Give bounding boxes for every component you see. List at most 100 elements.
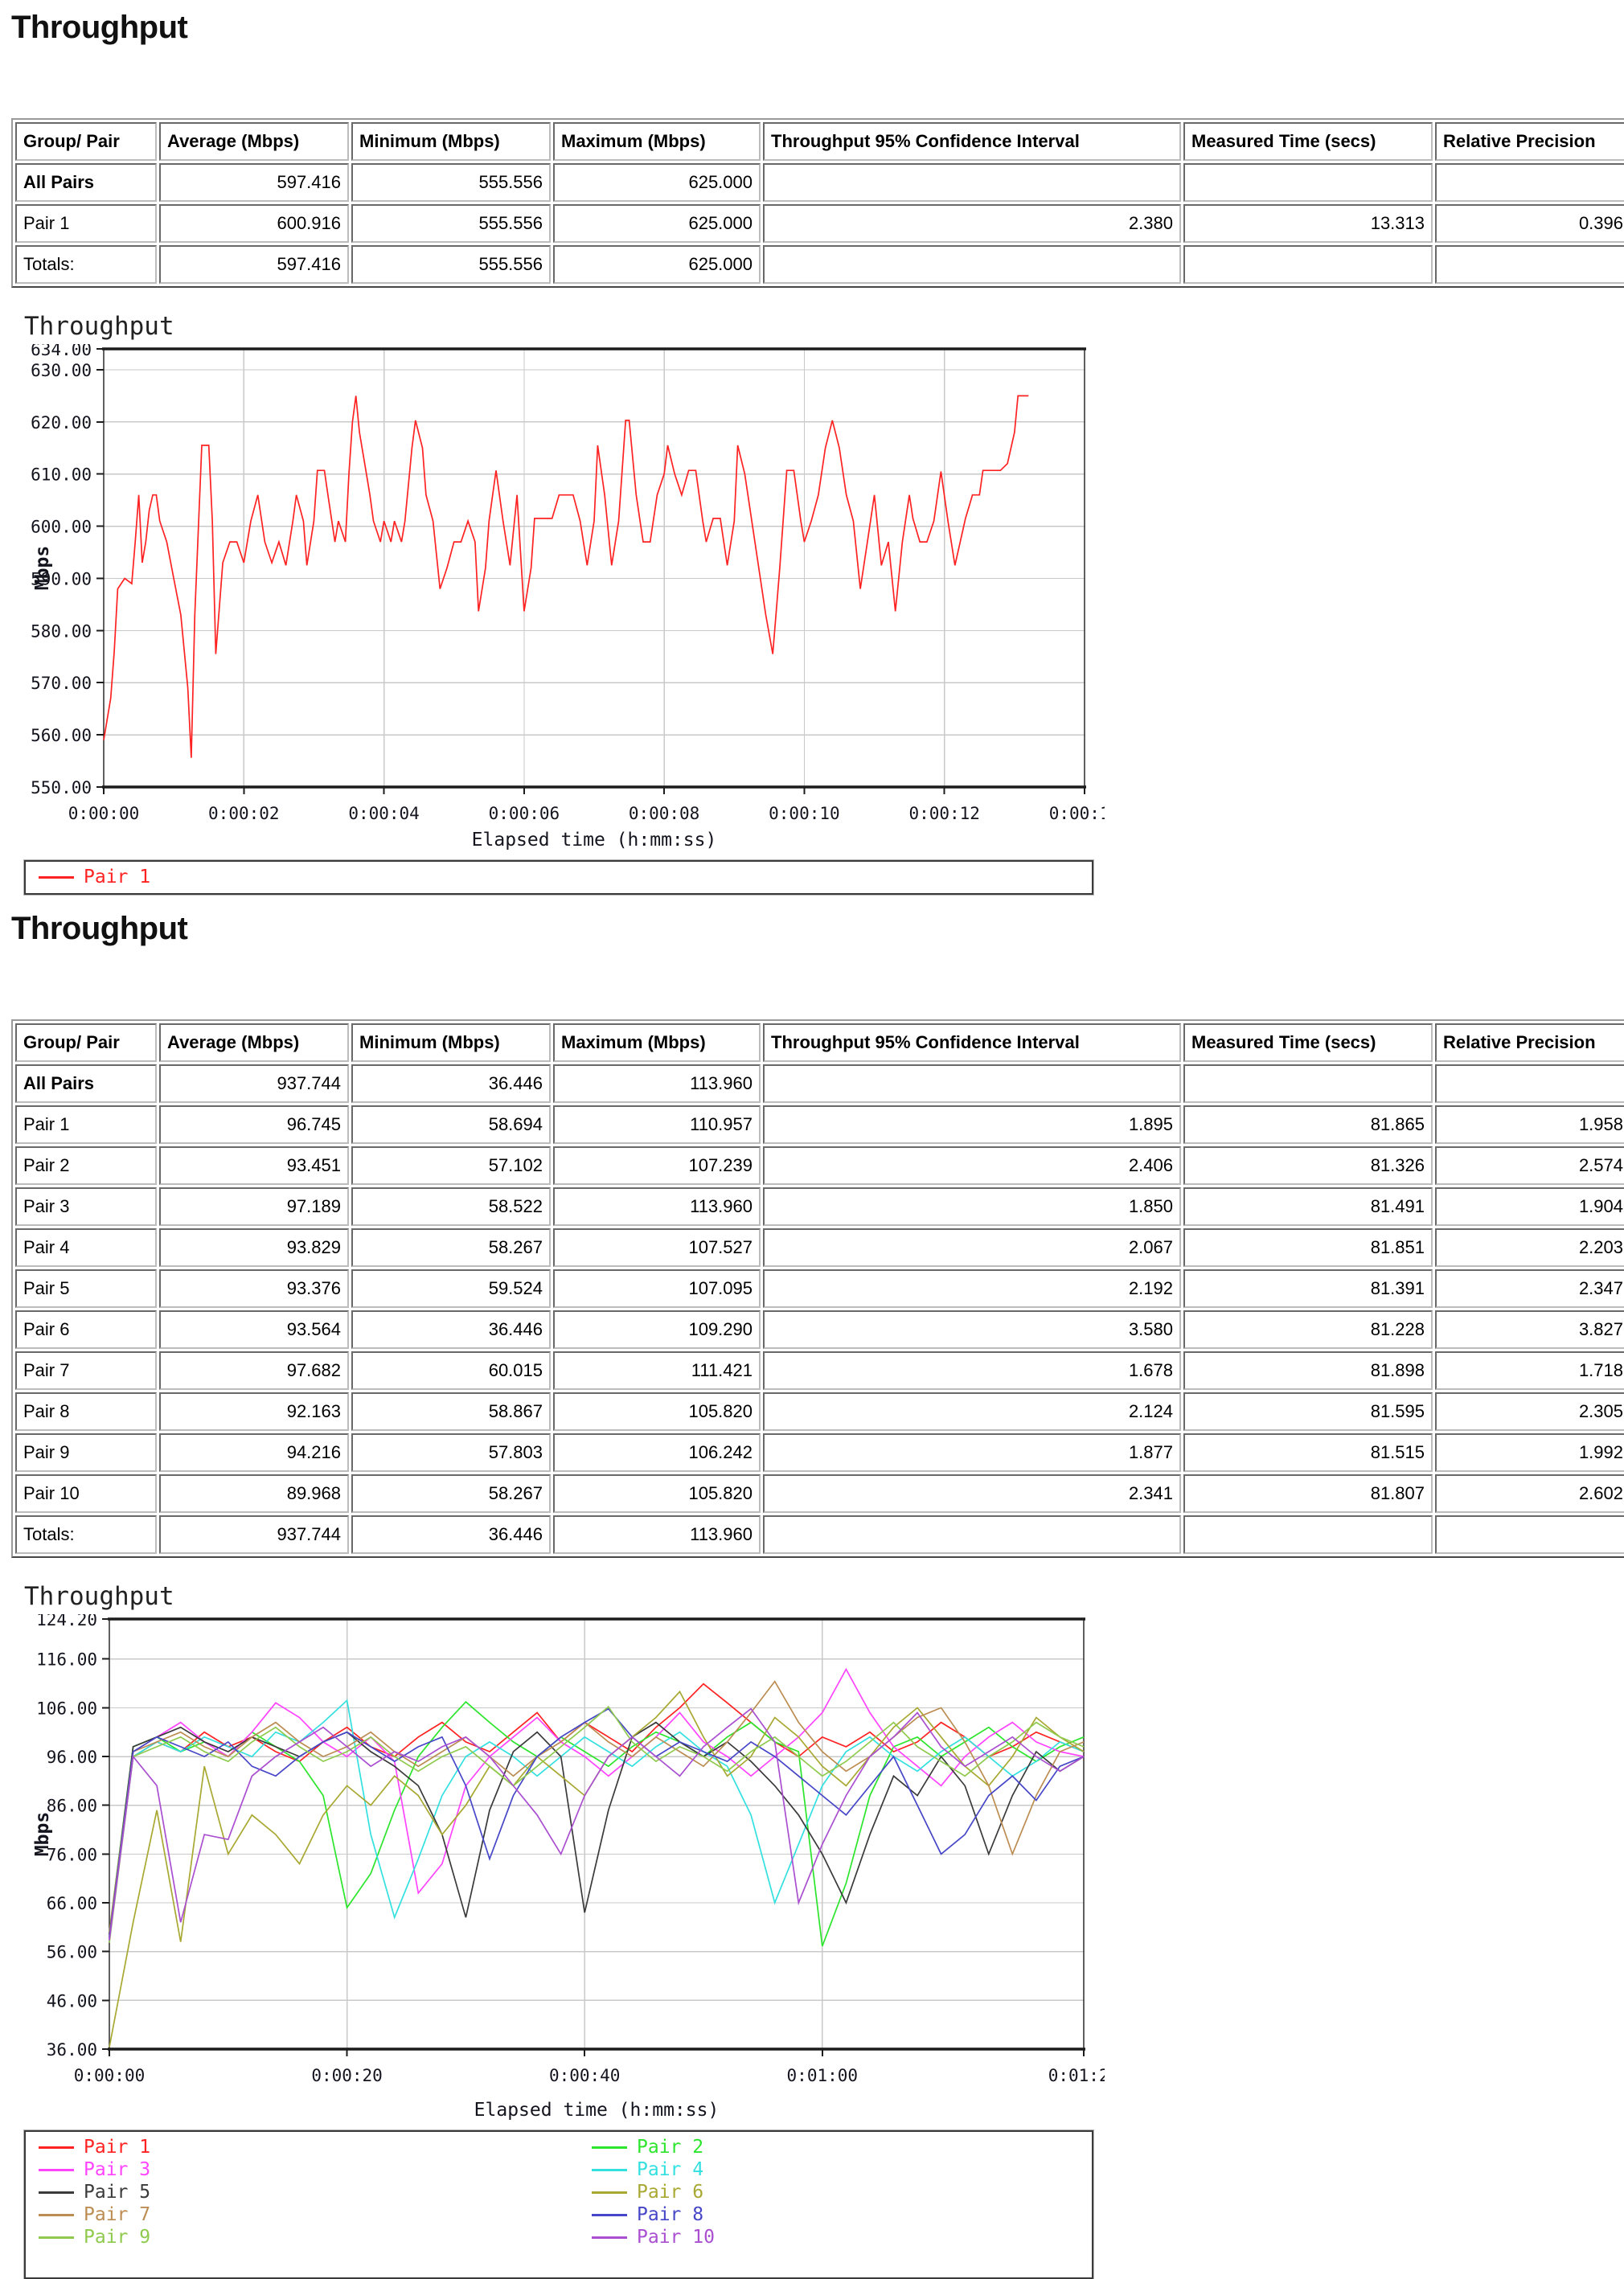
legend-label: Pair 2 (637, 2137, 704, 2158)
svg-text:550.00: 550.00 (31, 778, 92, 797)
legend-line-sample (592, 2168, 627, 2171)
legend-item-pair-7: Pair 7 (39, 2203, 592, 2226)
legend-item-pair-2: Pair 2 (592, 2136, 1092, 2158)
svg-text:600.00: 600.00 (31, 518, 92, 537)
row-label: Pair 9 (15, 1433, 157, 1472)
chart-legend-2: Pair 1 Pair 2 Pair 3 Pair 4 Pair 5 Pair 6 Pair… (23, 2129, 1094, 2279)
svg-text:76.00: 76.00 (47, 1845, 97, 1864)
legend-line-sample (592, 2191, 627, 2194)
cell-value: 107.239 (553, 1146, 761, 1185)
cell-value: 3.580 (763, 1310, 1181, 1349)
cell-value: 600.916 (159, 204, 349, 243)
legend-line-sample (39, 2236, 74, 2239)
cell-value: 1.895 (763, 1105, 1181, 1144)
cell-value (763, 163, 1181, 202)
table-row: Pair 1 600.916 555.556 625.000 2.380 13.313 0.… (15, 204, 1624, 243)
cell-value: 1.718 (1435, 1351, 1624, 1390)
cell-value: 105.820 (553, 1392, 761, 1431)
cell-value: 58.694 (351, 1105, 551, 1144)
row-label: Totals: (15, 1515, 157, 1554)
cell-value (1183, 163, 1433, 202)
cell-value: 57.803 (351, 1433, 551, 1472)
cell-value: 92.163 (159, 1392, 349, 1431)
column-header: Minimum (Mbps) (351, 122, 551, 161)
column-header: Measured Time (secs) (1183, 122, 1433, 161)
legend-item-pair-9: Pair 9 (39, 2226, 592, 2248)
cell-value: 58.522 (351, 1187, 551, 1226)
column-header: Throughput 95% Confidence Interval (763, 1023, 1181, 1062)
table-row: Pair 9 94.216 57.803 106.242 1.877 81.515 1.99… (15, 1433, 1624, 1472)
cell-value: 93.564 (159, 1310, 349, 1349)
row-label: Pair 8 (15, 1392, 157, 1431)
table-row: Totals: 937.744 36.446 113.960 (15, 1515, 1624, 1554)
cell-value (1183, 245, 1433, 284)
svg-text:620.00: 620.00 (31, 413, 92, 432)
column-header: Minimum (Mbps) (351, 1023, 551, 1062)
legend-item-pair-3: Pair 3 (39, 2158, 592, 2181)
cell-value: 81.851 (1183, 1228, 1433, 1267)
table-row: Pair 6 93.564 36.446 109.290 3.580 81.228 3.82… (15, 1310, 1624, 1349)
cell-value: 597.416 (159, 163, 349, 202)
cell-value (763, 245, 1181, 284)
table-header-row: Group/ Pair Average (Mbps) Minimum (Mbps) M… (15, 1023, 1624, 1062)
legend-line-sample (39, 2213, 74, 2216)
legend-label: Pair 9 (84, 2227, 151, 2248)
svg-text:36.00: 36.00 (47, 2040, 97, 2060)
cell-value: 2.192 (763, 1269, 1181, 1308)
svg-text:0:00:04: 0:00:04 (348, 804, 420, 823)
cell-value: 2.380 (763, 204, 1181, 243)
cell-value: 81.595 (1183, 1392, 1433, 1431)
chart-title: Throughput (24, 312, 174, 341)
svg-text:610.00: 610.00 (31, 465, 92, 485)
cell-value: 81.326 (1183, 1146, 1433, 1185)
chart-legend-1: Pair 1 (23, 859, 1094, 896)
page-title-2: Throughput (11, 911, 188, 946)
legend-label: Pair 1 (84, 867, 151, 887)
cell-value: 1.992 (1435, 1433, 1624, 1472)
legend-label: Pair 7 (84, 2204, 151, 2225)
legend-label: Pair 5 (84, 2182, 151, 2203)
row-label: Pair 1 (15, 1105, 157, 1144)
cell-value (1183, 1064, 1433, 1103)
column-header: Maximum (Mbps) (553, 1023, 761, 1062)
cell-value: 1.958 (1435, 1105, 1624, 1144)
table-row: Pair 10 89.968 58.267 105.820 2.341 81.807 2.6… (15, 1474, 1624, 1513)
table-row: Pair 3 97.189 58.522 113.960 1.850 81.491 1.90… (15, 1187, 1624, 1226)
cell-value: 81.865 (1183, 1105, 1433, 1144)
cell-value: 0.396 (1435, 204, 1624, 243)
x-axis-label: Elapsed time (h:mm:ss) (474, 2100, 720, 2121)
report-page: Throughput Group/ Pair Average (Mbps) Mini… (0, 10, 1624, 2279)
row-label: Pair 3 (15, 1187, 157, 1226)
column-header: Relative Precision (1435, 122, 1624, 161)
legend-line-sample (39, 2191, 74, 2194)
page-title: Throughput (11, 10, 188, 45)
row-label: Pair 7 (15, 1351, 157, 1390)
throughput-summary-table-1: Group/ Pair Average (Mbps) Minimum (Mbps) M… (11, 118, 1624, 288)
legend-item-pair-1: Pair 1 (39, 2136, 592, 2158)
column-header: Average (Mbps) (159, 1023, 349, 1062)
cell-value: 58.267 (351, 1474, 551, 1513)
cell-value: 89.968 (159, 1474, 349, 1513)
legend-item-pair-5: Pair 5 (39, 2181, 592, 2203)
legend-label: Pair 4 (637, 2159, 704, 2180)
column-header: Measured Time (secs) (1183, 1023, 1433, 1062)
line-chart-pair1: 634.00 630.00 620.00 610.00 600.00 590.00 580.… (31, 344, 1105, 823)
table-row: Pair 5 93.376 59.524 107.095 2.192 81.391 2.34… (15, 1269, 1624, 1308)
cell-value: 597.416 (159, 245, 349, 284)
column-header: Average (Mbps) (159, 122, 349, 161)
cell-value: 97.682 (159, 1351, 349, 1390)
cell-value: 60.015 (351, 1351, 551, 1390)
svg-text:590.00: 590.00 (31, 570, 92, 589)
cell-value: 105.820 (553, 1474, 761, 1513)
legend-item-pair-4: Pair 4 (592, 2158, 1092, 2181)
cell-value: 109.290 (553, 1310, 761, 1349)
table-row: All Pairs 937.744 36.446 113.960 (15, 1064, 1624, 1103)
cell-value: 2.341 (763, 1474, 1181, 1513)
cell-value: 59.524 (351, 1269, 551, 1308)
cell-value (763, 1515, 1181, 1554)
legend-item-pair-8: Pair 8 (592, 2203, 1092, 2226)
cell-value (1183, 1515, 1433, 1554)
row-label: All Pairs (15, 163, 157, 202)
cell-value: 81.491 (1183, 1187, 1433, 1226)
table-row: Pair 8 92.163 58.867 105.820 2.124 81.595 2.30… (15, 1392, 1624, 1431)
